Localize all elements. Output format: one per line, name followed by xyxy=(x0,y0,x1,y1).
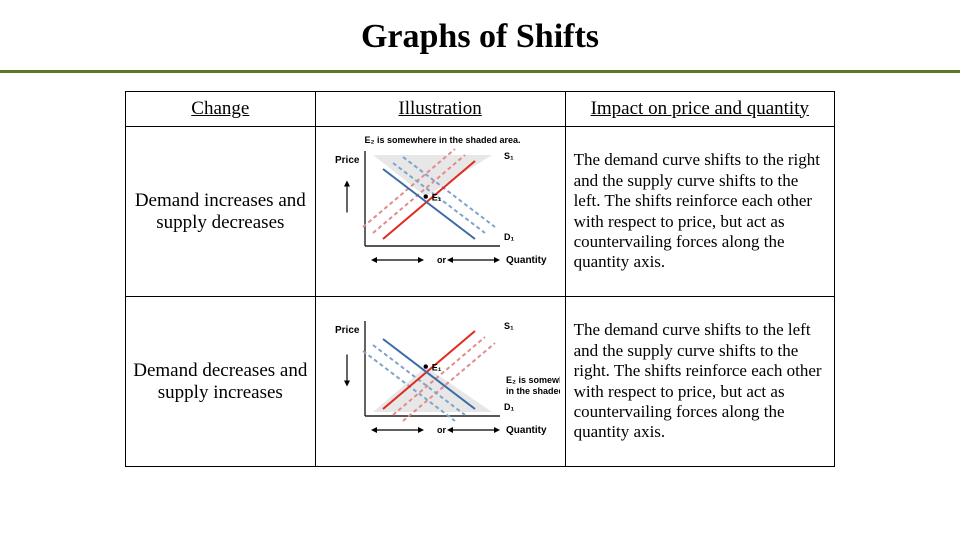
svg-text:E₁: E₁ xyxy=(432,193,442,203)
header-illustration: Illustration xyxy=(315,92,565,127)
row2-illustration: Price E₁ S₁ D₁ E₂ is somewherein the shaded … xyxy=(315,297,565,467)
svg-text:or: or xyxy=(437,425,446,435)
svg-text:S₁: S₁ xyxy=(504,151,514,161)
row1-change: Demand increases and supply decreases xyxy=(126,127,316,297)
row1-impact: The demand curve shifts to the right and… xyxy=(565,127,834,297)
svg-text:in the shaded area.: in the shaded area. xyxy=(506,386,560,396)
svg-text:S₁: S₁ xyxy=(504,321,514,331)
shifts-table: Change Illustration Impact on price and … xyxy=(125,91,835,467)
table-row: Demand increases and supply decreases E₂… xyxy=(126,127,835,297)
svg-text:Price: Price xyxy=(335,325,360,336)
svg-text:Quantity: Quantity xyxy=(506,255,547,266)
title-divider xyxy=(0,70,960,73)
svg-text:E₂ is somewhere: E₂ is somewhere xyxy=(506,375,560,385)
svg-text:D₁: D₁ xyxy=(504,232,514,242)
header-change: Change xyxy=(126,92,316,127)
table-row: Demand decreases and supply increases Pr… xyxy=(126,297,835,467)
row2-impact: The demand curve shifts to the left and … xyxy=(565,297,834,467)
table-header-row: Change Illustration Impact on price and … xyxy=(126,92,835,127)
slide-title: Graphs of Shifts xyxy=(0,0,960,70)
row2-change: Demand decreases and supply increases xyxy=(126,297,316,467)
svg-text:E₂ is somewhere in the shaded: E₂ is somewhere in the shaded area. xyxy=(365,135,521,145)
svg-text:Price: Price xyxy=(335,155,360,166)
header-impact: Impact on price and quantity xyxy=(565,92,834,127)
svg-text:Quantity: Quantity xyxy=(506,425,547,436)
row1-illustration: E₂ is somewhere in the shaded area. Price… xyxy=(315,127,565,297)
svg-text:D₁: D₁ xyxy=(504,402,514,412)
svg-text:E₁: E₁ xyxy=(432,363,442,373)
svg-text:or: or xyxy=(437,255,446,265)
